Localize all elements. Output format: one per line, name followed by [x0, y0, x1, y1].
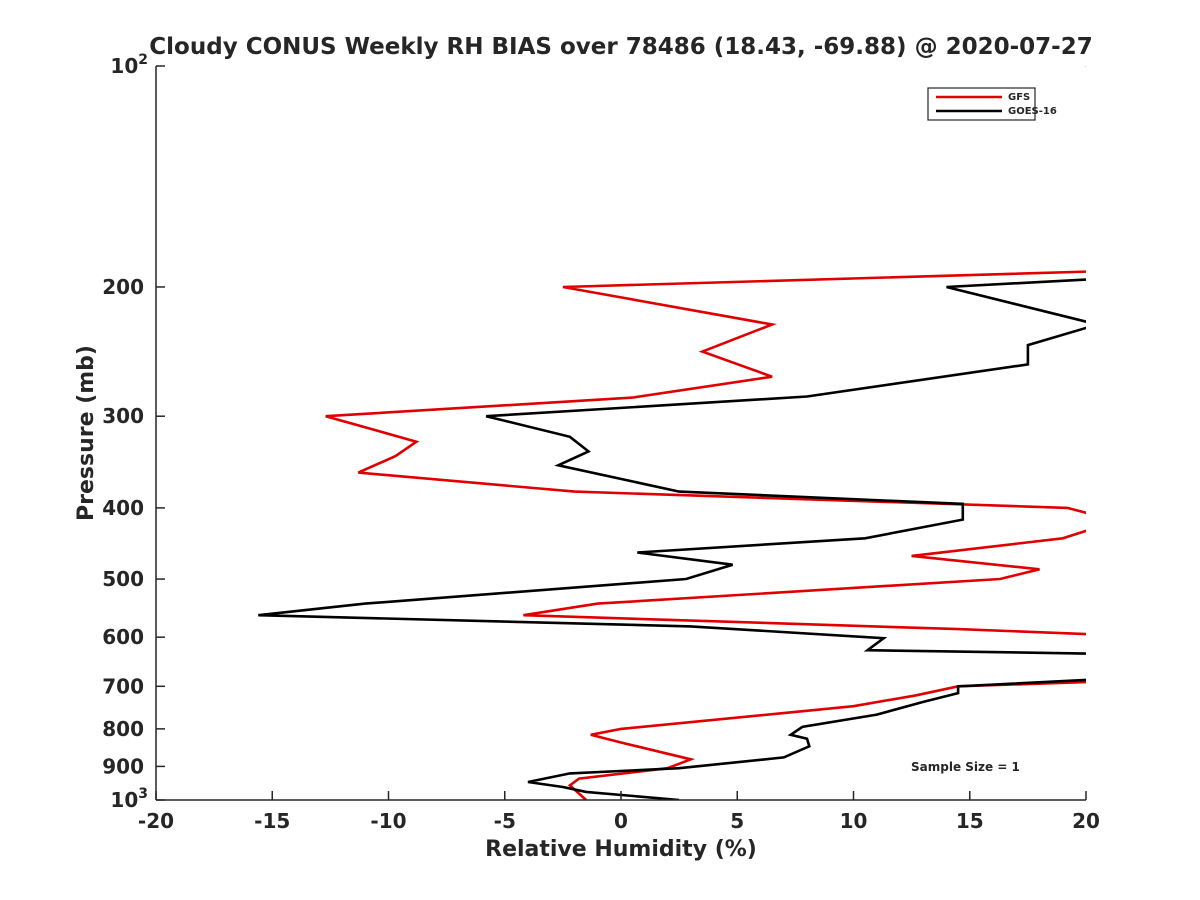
legend: GFS GOES-16 — [927, 87, 1057, 121]
sample-size-annotation: Sample Size = 1 — [911, 760, 1020, 774]
y-tick-label: 700 — [102, 674, 144, 698]
x-tick-label: 0 — [614, 809, 628, 833]
x-ticks: -20 -15 -10 -5 0 5 10 15 20 — [138, 791, 1100, 833]
x-tick-label: -10 — [370, 809, 406, 833]
x-tick-label: -5 — [494, 809, 516, 833]
x-tick-label: -20 — [138, 809, 174, 833]
x-axis-label: Relative Humidity (%) — [485, 837, 757, 862]
y-tick-label: 600 — [102, 625, 144, 649]
y-tick-label: 400 — [102, 496, 144, 520]
x-tick-label: -15 — [254, 809, 290, 833]
x-tick-label: 5 — [730, 809, 744, 833]
x-tick-label: 20 — [1072, 809, 1100, 833]
series-line-gfs — [325, 66, 1086, 800]
series-line-goes16 — [258, 278, 1086, 800]
chart-title: Cloudy CONUS Weekly RH BIAS over 78486 (… — [149, 34, 1092, 60]
y-axis-label: Pressure (mb) — [74, 345, 99, 521]
y-tick-label: 300 — [102, 404, 144, 428]
series-layer — [258, 66, 1086, 800]
y-tick-label: 200 — [102, 275, 144, 299]
legend-label-goes16: GOES-16 — [1008, 106, 1057, 117]
y-tick-label: 500 — [102, 567, 144, 591]
y-tick-label: 102 — [110, 52, 148, 78]
legend-label-gfs: GFS — [1008, 92, 1030, 103]
y-tick-label: 800 — [102, 717, 144, 741]
y-tick-label: 900 — [102, 754, 144, 778]
x-tick-label: 15 — [956, 809, 984, 833]
legend-box — [927, 87, 1036, 121]
x-tick-label: 10 — [840, 809, 868, 833]
